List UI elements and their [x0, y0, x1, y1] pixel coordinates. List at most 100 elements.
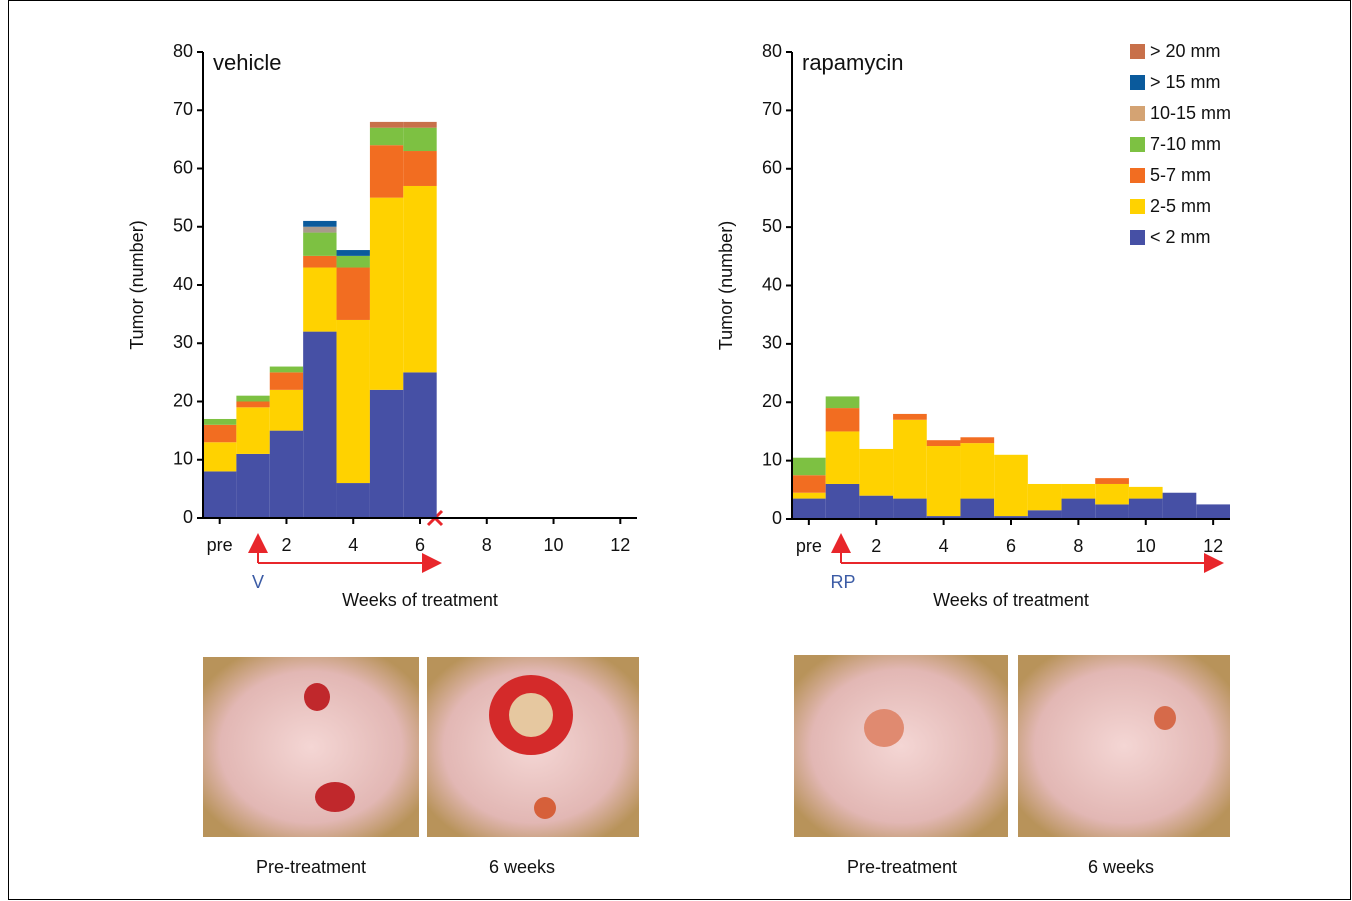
bar-segment: [960, 499, 994, 519]
bar-segment: [337, 320, 370, 483]
x-tick-label: pre: [207, 535, 233, 555]
y-tick-label: 30: [762, 333, 782, 353]
y-tick-label: 10: [762, 449, 782, 469]
x-tick-label: 2: [281, 535, 291, 555]
x-axis-label: Weeks of treatment: [933, 590, 1089, 610]
legend-label: 2-5 mm: [1150, 196, 1211, 216]
y-axis-label: Tumor (number): [716, 221, 736, 350]
photo: [203, 657, 419, 837]
legend-swatch: [1130, 44, 1145, 59]
photo: [1018, 655, 1230, 837]
y-tick-label: 50: [173, 216, 193, 236]
bar-segment: [337, 256, 370, 268]
y-tick-label: 0: [772, 508, 782, 528]
x-tick-label: 4: [348, 535, 358, 555]
y-tick-label: 80: [173, 41, 193, 61]
legend-swatch: [1130, 137, 1145, 152]
bar-segment: [1095, 504, 1129, 519]
x-tick-label: 4: [939, 536, 949, 556]
tumor: [534, 797, 556, 819]
legend-swatch: [1130, 168, 1145, 183]
bar-segment: [403, 122, 436, 128]
bar-segment: [893, 414, 927, 420]
bar-segment: [236, 396, 269, 402]
bar-segment: [337, 250, 370, 256]
bar-segment: [236, 407, 269, 454]
legend-swatch: [1130, 199, 1145, 214]
y-tick-label: 20: [762, 391, 782, 411]
bar-segment: [826, 408, 860, 431]
y-tick-label: 30: [173, 332, 193, 352]
bar-segment: [1062, 484, 1096, 499]
legend-label: 10-15 mm: [1150, 103, 1231, 123]
bar-segment: [203, 425, 236, 442]
bar-segment: [960, 437, 994, 443]
bar-segment: [403, 128, 436, 151]
y-tick-label: 10: [173, 449, 193, 469]
bar-segment: [303, 221, 336, 227]
bar-segment: [859, 449, 893, 496]
bar-segment: [893, 499, 927, 519]
annotation: V: [252, 572, 264, 592]
bar-segment: [403, 151, 436, 186]
y-tick-label: 70: [762, 99, 782, 119]
x-tick-label: 8: [1073, 536, 1083, 556]
bar-segment: [403, 186, 436, 372]
bar-segment: [303, 268, 336, 332]
legend-swatch: [1130, 230, 1145, 245]
y-tick-label: 60: [762, 158, 782, 178]
tumor: [304, 683, 330, 711]
bar-segment: [370, 390, 403, 518]
bar-segment: [1129, 487, 1163, 499]
bar-segment: [337, 268, 370, 320]
photo: [794, 655, 1008, 837]
bar-segment: [792, 458, 826, 476]
bar-segment: [203, 419, 236, 425]
y-tick-label: 60: [173, 157, 193, 177]
x-tick-label: 2: [871, 536, 881, 556]
bar-segment: [203, 442, 236, 471]
photo-caption: Pre-treatment: [847, 857, 957, 877]
figure: Pre-treatment 6 weeks Pre-treatment 6 we…: [0, 0, 1352, 901]
bar-segment: [337, 483, 370, 518]
bar-segment: [826, 431, 860, 484]
chart-title: vehicle: [213, 50, 281, 75]
y-tick-label: 20: [173, 390, 193, 410]
bar-segment: [1095, 478, 1129, 484]
bar-segment: [1196, 504, 1230, 519]
tumor: [315, 782, 355, 812]
bar-segment: [270, 390, 303, 431]
annotation: RP: [830, 572, 855, 592]
y-tick-label: 80: [762, 41, 782, 61]
legend-swatch: [1130, 75, 1145, 90]
bar-segment: [994, 455, 1028, 516]
bar-segment: [1062, 499, 1096, 519]
x-tick-label: 12: [610, 535, 630, 555]
bar-segment: [927, 440, 961, 446]
y-tick-label: 40: [173, 274, 193, 294]
x-tick-label: 6: [415, 535, 425, 555]
bar-segment: [303, 256, 336, 268]
legend-label: > 15 mm: [1150, 72, 1221, 92]
x-tick-label: pre: [796, 536, 822, 556]
bar-segment: [236, 454, 269, 518]
tumor-center: [509, 693, 553, 737]
bar-segment: [370, 122, 403, 128]
y-tick-label: 0: [183, 507, 193, 527]
y-tick-label: 40: [762, 274, 782, 294]
bar-segment: [893, 420, 927, 499]
bar-segment: [236, 402, 269, 408]
photos: [203, 655, 1230, 837]
bar-segment: [792, 499, 826, 519]
bar-segment: [1129, 499, 1163, 519]
y-tick-label: 50: [762, 216, 782, 236]
bar-segment: [303, 233, 336, 256]
bar-segment: [1163, 493, 1197, 519]
bar-segment: [1028, 484, 1062, 510]
tumor: [864, 709, 904, 747]
x-axis-label: Weeks of treatment: [342, 590, 498, 610]
photo-caption: 6 weeks: [1088, 857, 1154, 877]
bar-segment: [270, 372, 303, 389]
bar-segment: [203, 471, 236, 518]
bar-segment: [826, 396, 860, 408]
